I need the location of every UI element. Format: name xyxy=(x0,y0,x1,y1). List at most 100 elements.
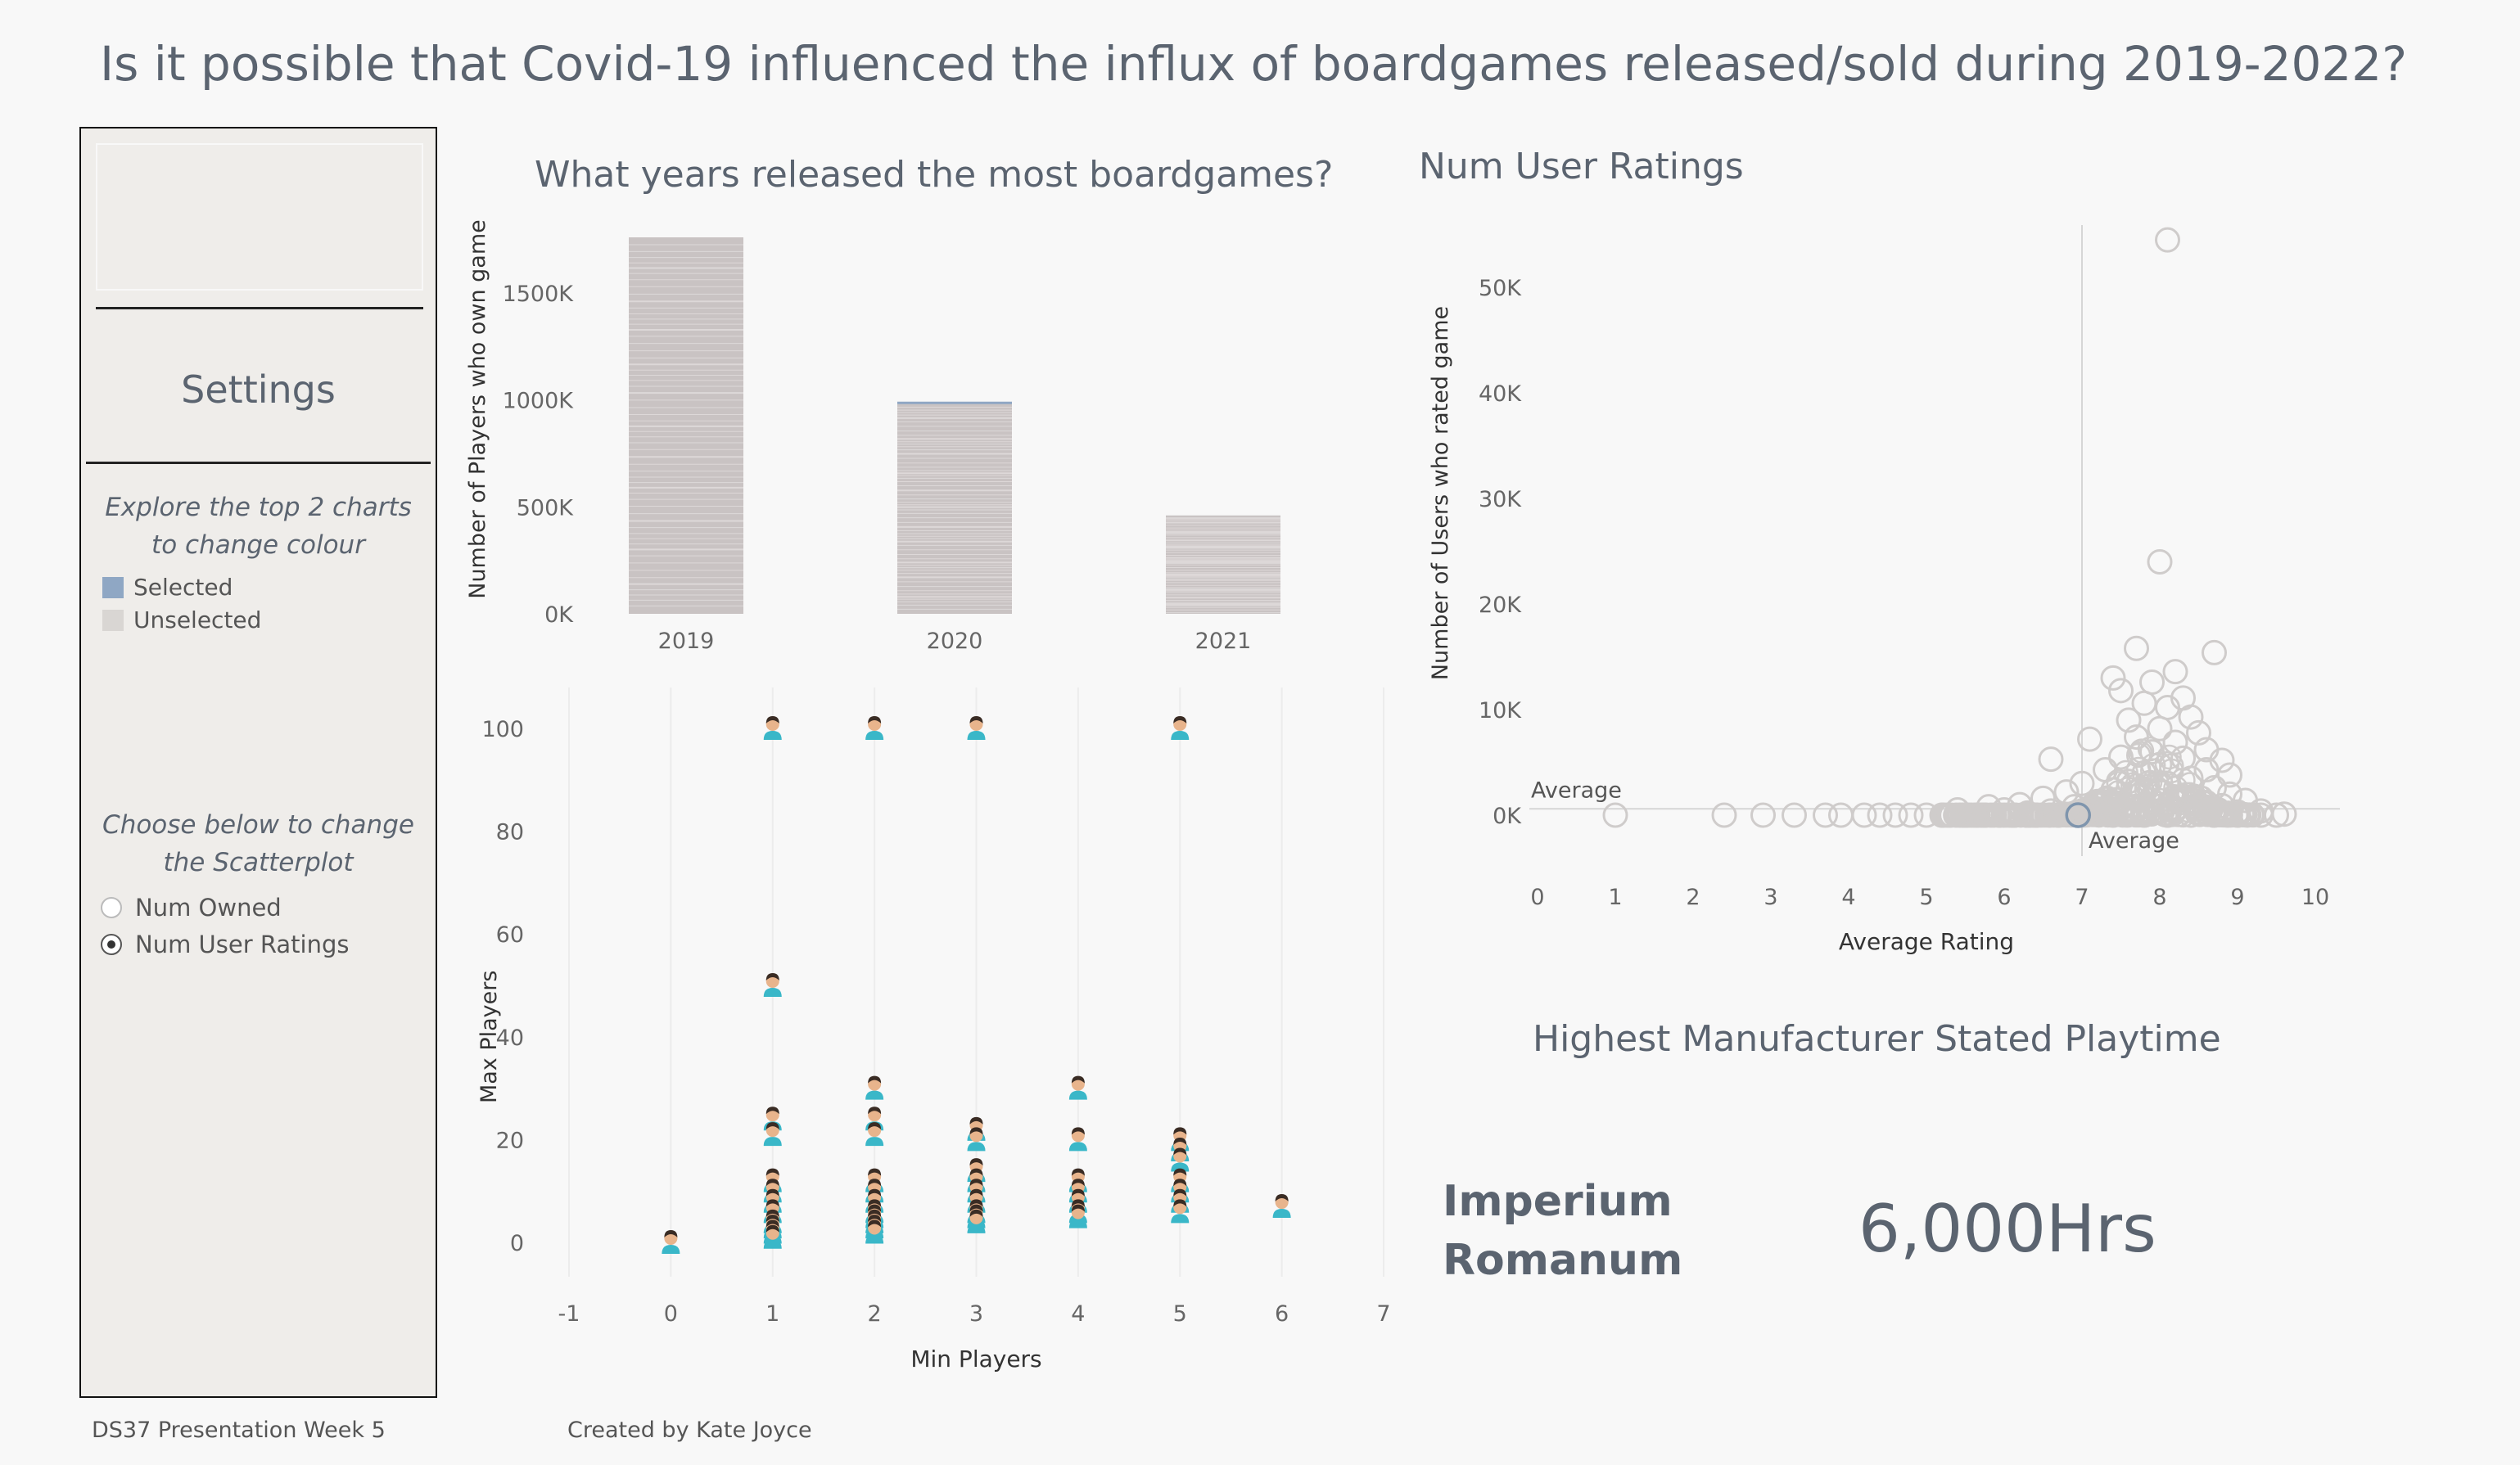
y-tick-label: 10K xyxy=(1479,698,1522,723)
bar-stack-lines xyxy=(897,407,1012,610)
y-tick-label: 50K xyxy=(1479,276,1522,301)
y-axis-label: Number of Users who rated game xyxy=(1428,306,1453,680)
y-tick-label: 30K xyxy=(1479,487,1522,512)
y-tick-label: 60 xyxy=(496,922,524,948)
legend-swatch-unselected xyxy=(102,609,124,631)
y-tick-label: 20K xyxy=(1479,593,1522,618)
x-tick-label: 0 xyxy=(664,1301,678,1327)
color-instructions: Explore the top 2 charts to change colou… xyxy=(105,493,412,560)
person-icon xyxy=(1272,1194,1291,1219)
option-label: Num User Ratings xyxy=(135,931,350,958)
person-icon xyxy=(763,1122,782,1147)
option-label: Num Owned xyxy=(135,894,282,922)
radio-button[interactable] xyxy=(101,897,122,918)
scatter-point xyxy=(2162,659,2188,685)
scatter-point xyxy=(1913,802,1940,828)
person-icon xyxy=(1068,1127,1087,1152)
game-name: Imperium Romanum xyxy=(1443,1172,1682,1290)
option-num-user-ratings[interactable]: Num User Ratings xyxy=(101,931,349,958)
x-tick-label: 10 xyxy=(2301,885,2329,910)
scatter-point xyxy=(1813,802,1838,828)
scatter-point xyxy=(2147,548,2173,575)
scatter-point xyxy=(2193,757,2220,783)
scatter-point xyxy=(2053,779,2080,805)
person-icon xyxy=(865,1075,884,1100)
legend-label: Selected xyxy=(133,574,233,601)
legend-label: Unselected xyxy=(133,606,262,633)
scatter-point xyxy=(2116,769,2142,795)
y-tick-label: 0K xyxy=(1493,804,1522,829)
playtime-value: 6,000Hrs xyxy=(1858,1191,2156,1267)
person-icon xyxy=(763,973,782,997)
reference-label-y: Average xyxy=(1531,778,1622,803)
divider xyxy=(96,307,423,309)
person-icon xyxy=(763,716,782,740)
x-tick-label: 2 xyxy=(868,1301,882,1327)
x-tick-label: 6 xyxy=(1275,1301,1289,1327)
person-icon xyxy=(763,1224,782,1249)
x-tick-label: -1 xyxy=(558,1301,580,1327)
legend-selected[interactable]: Selected xyxy=(102,574,233,601)
scatter-point xyxy=(1944,797,1971,823)
x-tick-label: 4 xyxy=(1071,1301,1085,1327)
person-icon xyxy=(1171,1147,1190,1172)
scatter-point xyxy=(2015,800,2040,826)
x-tick-label: 4 xyxy=(1841,885,1855,910)
x-axis-label: Average Rating xyxy=(1839,928,2014,955)
scatter-point xyxy=(2108,744,2134,770)
playtime-title: Highest Manufacturer Stated Playtime xyxy=(1533,1018,2221,1060)
x-tick-label: 9 xyxy=(2230,885,2244,910)
y-axis-label: Max Players xyxy=(476,971,502,1104)
y-tick-label: 0K xyxy=(544,602,574,628)
scatter-point xyxy=(2116,707,2142,733)
y-axis-label: Number of Players who own game xyxy=(465,219,490,599)
x-tick-label: 0 xyxy=(1530,885,1544,910)
scatter-point xyxy=(2108,678,2134,704)
scatter-point xyxy=(2100,665,2126,691)
x-tick-label: 7 xyxy=(2075,885,2089,910)
x-tick-label: 7 xyxy=(1376,1301,1390,1327)
settings-title: Settings xyxy=(181,367,336,412)
players-scatter-chart: -1 0 1 2 3 4 5 6 7 0 20 40 60 80 100 Min Players Max Pla… xyxy=(476,687,1391,1373)
rating-chart-title: Num User Ratings xyxy=(1419,146,1744,187)
option-num-owned[interactable]: Num Owned xyxy=(101,894,282,922)
dashboard-title: Is it possible that Covid-19 influenced … xyxy=(100,36,2407,92)
scatter-point xyxy=(1882,802,1908,828)
scatter-point xyxy=(2069,770,2095,796)
legend-swatch-selected xyxy=(102,576,124,598)
x-axis-label: Min Players xyxy=(910,1346,1041,1373)
scatter-point xyxy=(2124,724,2149,751)
person-icon xyxy=(967,716,986,740)
settings-panel: Settings Explore the top 2 charts to cha… xyxy=(79,127,437,1398)
scatter-point xyxy=(2139,669,2165,696)
legend-unselected[interactable]: Unselected xyxy=(102,606,261,633)
person-icon xyxy=(662,1230,680,1254)
bar-stack-lines xyxy=(1166,517,1280,614)
x-tick-label: 5 xyxy=(1173,1301,1187,1327)
logo-placeholder xyxy=(96,143,423,291)
scatter-point xyxy=(1711,802,1737,828)
person-icon xyxy=(967,1209,986,1233)
selected-point xyxy=(2065,802,2091,828)
radio-button-selected[interactable] xyxy=(101,934,122,955)
scatter-point xyxy=(2193,790,2220,816)
game-name-line2: Romanum xyxy=(1443,1236,1683,1285)
scatter-point xyxy=(2077,800,2102,826)
person-icon xyxy=(865,1122,884,1147)
x-tick-label: 1 xyxy=(765,1301,779,1327)
scatter-point xyxy=(1898,802,1924,828)
scatter-point xyxy=(2248,802,2274,828)
person-icon xyxy=(865,1219,884,1244)
y-tick-label: 500K xyxy=(517,495,575,521)
bar-stack-lines xyxy=(629,244,743,606)
bar-chart-title: What years released the most boardgames? xyxy=(535,154,1334,196)
game-name-line1: Imperium xyxy=(1443,1177,1673,1226)
person-icon xyxy=(967,1127,986,1152)
x-tick-label: 6 xyxy=(1997,885,2011,910)
y-tick-label: 40 xyxy=(496,1026,524,1051)
footer-credit: Created by Kate Joyce xyxy=(567,1418,812,1443)
scatter-instructions: Choose below to change the Scatterplot xyxy=(102,810,414,877)
x-tick-label: 5 xyxy=(1919,885,1933,910)
scatter-point xyxy=(1750,802,1776,828)
person-icon xyxy=(1068,1075,1087,1100)
